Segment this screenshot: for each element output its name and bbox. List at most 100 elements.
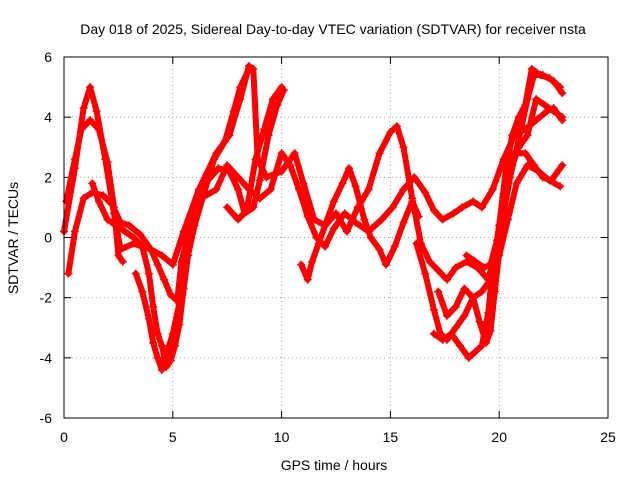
data-point [162, 350, 171, 359]
data-point [295, 185, 304, 194]
data-point [488, 185, 497, 194]
data-point [375, 245, 384, 254]
data-point [532, 95, 541, 104]
data-point [464, 353, 473, 362]
data-point [425, 257, 434, 266]
data-point [118, 257, 127, 266]
data-point [234, 215, 243, 224]
data-point [375, 149, 384, 158]
data-point [314, 239, 323, 248]
data-point [456, 341, 465, 350]
data-point [125, 221, 134, 230]
y-tick-label: 2 [44, 169, 52, 185]
data-point [442, 311, 451, 320]
data-point [168, 260, 177, 269]
data-point [493, 236, 502, 245]
data-point [157, 251, 166, 260]
data-point [166, 356, 175, 365]
data-point [225, 167, 234, 176]
data-point [153, 260, 162, 269]
data-point [297, 260, 306, 269]
data-point [107, 200, 116, 209]
data-point [88, 179, 97, 188]
data-point [260, 125, 269, 134]
data-point [277, 149, 286, 158]
data-point [386, 128, 395, 137]
data-point [273, 101, 282, 110]
data-point [477, 287, 486, 296]
data-point [460, 284, 469, 293]
data-point [332, 209, 340, 218]
data-point [460, 311, 469, 320]
data-point [79, 104, 88, 113]
data-point [249, 203, 258, 212]
data-point [153, 353, 162, 362]
data-point [138, 287, 147, 296]
data-point [144, 314, 153, 323]
data-point [438, 335, 447, 344]
data-point [399, 218, 408, 227]
series-trace-3 [65, 105, 566, 304]
data-point [556, 83, 565, 92]
y-tick-label: -4 [40, 350, 53, 366]
data-point [268, 95, 277, 104]
data-point [329, 197, 338, 206]
data-point [221, 137, 230, 146]
data-point [399, 143, 408, 152]
data-point [149, 338, 158, 347]
y-tick-labels: -6 -4 -2 0 2 4 6 [40, 49, 53, 426]
x-tick-label: 15 [383, 429, 399, 445]
data-point [160, 275, 169, 284]
data-point [131, 269, 140, 278]
y-tick-label: -6 [40, 410, 53, 426]
data-point [321, 221, 330, 230]
data-point [506, 155, 515, 164]
y-tick-label: 0 [44, 230, 52, 246]
chart-title: Day 018 of 2025, Sidereal Day-to-day VTE… [80, 21, 586, 37]
data-point [229, 107, 238, 116]
data-point [153, 329, 162, 338]
data-point [412, 239, 421, 248]
plot-frame [63, 56, 609, 419]
data-point [484, 308, 493, 317]
data-point [79, 194, 88, 203]
data-point [527, 65, 536, 74]
data-point [286, 161, 295, 170]
data-point [469, 197, 478, 206]
data-point [540, 101, 549, 110]
x-tick-label: 25 [600, 429, 616, 445]
data-point [94, 125, 103, 134]
data-point [138, 242, 147, 251]
data-point [234, 185, 243, 194]
data-point [558, 161, 567, 170]
data-point [175, 299, 184, 308]
data-point [556, 182, 565, 191]
data-point [345, 164, 354, 173]
data-point [486, 260, 495, 269]
data-point [451, 323, 460, 332]
data-point [262, 173, 271, 182]
data-point [545, 74, 554, 83]
data-point [549, 107, 558, 116]
data-point [410, 173, 419, 182]
data-point [94, 197, 103, 206]
data-point [434, 287, 443, 296]
data-point [462, 251, 471, 260]
data-point [508, 131, 517, 140]
x-tick-label: 10 [274, 429, 290, 445]
data-point [414, 212, 423, 221]
data-point [190, 218, 199, 227]
data-point [421, 269, 430, 278]
data-point [103, 215, 112, 224]
data-point [201, 179, 210, 188]
grid [64, 57, 608, 418]
data-point [64, 269, 73, 278]
data-point [471, 347, 480, 356]
data-point [521, 149, 530, 158]
data-point [447, 329, 456, 338]
data-point [477, 341, 486, 350]
data-point [408, 197, 417, 206]
data-point [223, 203, 232, 212]
data-point [277, 83, 286, 92]
